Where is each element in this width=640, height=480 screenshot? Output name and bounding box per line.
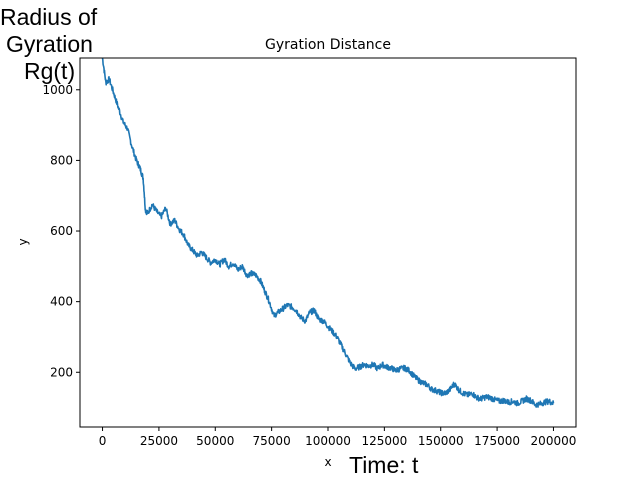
x-tick-label: 75000	[253, 434, 291, 448]
y-axis-ticks: 200 400 600 800 1000	[42, 83, 80, 379]
x-axis-label: x	[324, 455, 331, 469]
x-tick-label: 50000	[196, 434, 234, 448]
time-annotation: Time: t	[349, 452, 419, 478]
x-tick-label: 100000	[305, 434, 351, 448]
data-layer	[101, 57, 555, 408]
y-tick-label: 200	[50, 365, 73, 379]
annotation-line: Rg(t)	[24, 58, 76, 84]
annotation-line: Gyration	[6, 31, 93, 57]
y-tick-label: 800	[50, 153, 73, 167]
series-line	[101, 57, 555, 408]
x-axis-ticks: 0 25000 50000 75000 100000 125000 150000 175000…	[99, 427, 577, 448]
x-tick-label: 125000	[361, 434, 407, 448]
chart-title: Gyration Distance	[265, 37, 391, 53]
radius-of-gyration-annotation: Radius of Gyration Rg(t)	[0, 4, 104, 85]
x-tick-label: 200000	[531, 434, 577, 448]
x-tick-label: 0	[99, 434, 107, 448]
y-axis-label: y	[16, 238, 30, 245]
x-tick-label: 175000	[474, 434, 520, 448]
x-tick-label: 150000	[418, 434, 464, 448]
y-tick-label: 1000	[42, 83, 73, 97]
annotation-line: Radius of	[0, 4, 98, 30]
y-tick-label: 400	[50, 295, 73, 309]
x-tick-label: 25000	[140, 434, 178, 448]
y-tick-label: 600	[50, 224, 73, 238]
plot-area	[80, 58, 576, 427]
